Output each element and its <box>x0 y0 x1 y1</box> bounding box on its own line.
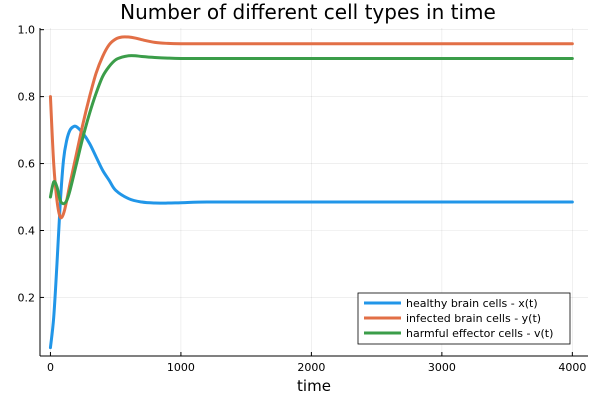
grid <box>40 28 588 356</box>
y-tick-label: 0.4 <box>18 224 36 237</box>
x-tick-label: 0 <box>47 361 54 374</box>
x-tick-label: 3000 <box>428 361 456 374</box>
tick-labels: 0 1000 2000 3000 4000 0.2 0.4 0.6 0.8 1.0 <box>18 24 587 374</box>
x-tick-label: 1000 <box>167 361 195 374</box>
x-axis-label: time <box>297 377 331 395</box>
y-tick-label: 0.8 <box>18 91 36 104</box>
series-line-1 <box>48 124 574 350</box>
x-tick-label: 2000 <box>297 361 325 374</box>
legend-label: harmful effector cells - v(t) <box>406 327 553 340</box>
series-line-3 <box>48 54 574 206</box>
axes <box>39 28 588 357</box>
series-line-2 <box>48 35 574 220</box>
y-tick-label: 0.6 <box>18 158 36 171</box>
legend-label: infected brain cells - y(t) <box>406 312 541 325</box>
legend-label: healthy brain cells - x(t) <box>406 297 538 310</box>
chart-title: Number of different cell types in time <box>120 0 496 24</box>
x-tick-label: 4000 <box>558 361 586 374</box>
series-layer <box>48 35 574 350</box>
y-tick-label: 1.0 <box>18 24 36 37</box>
y-tick-label: 0.2 <box>18 291 36 304</box>
legend: healthy brain cells - x(t) infected brain… <box>357 292 571 345</box>
